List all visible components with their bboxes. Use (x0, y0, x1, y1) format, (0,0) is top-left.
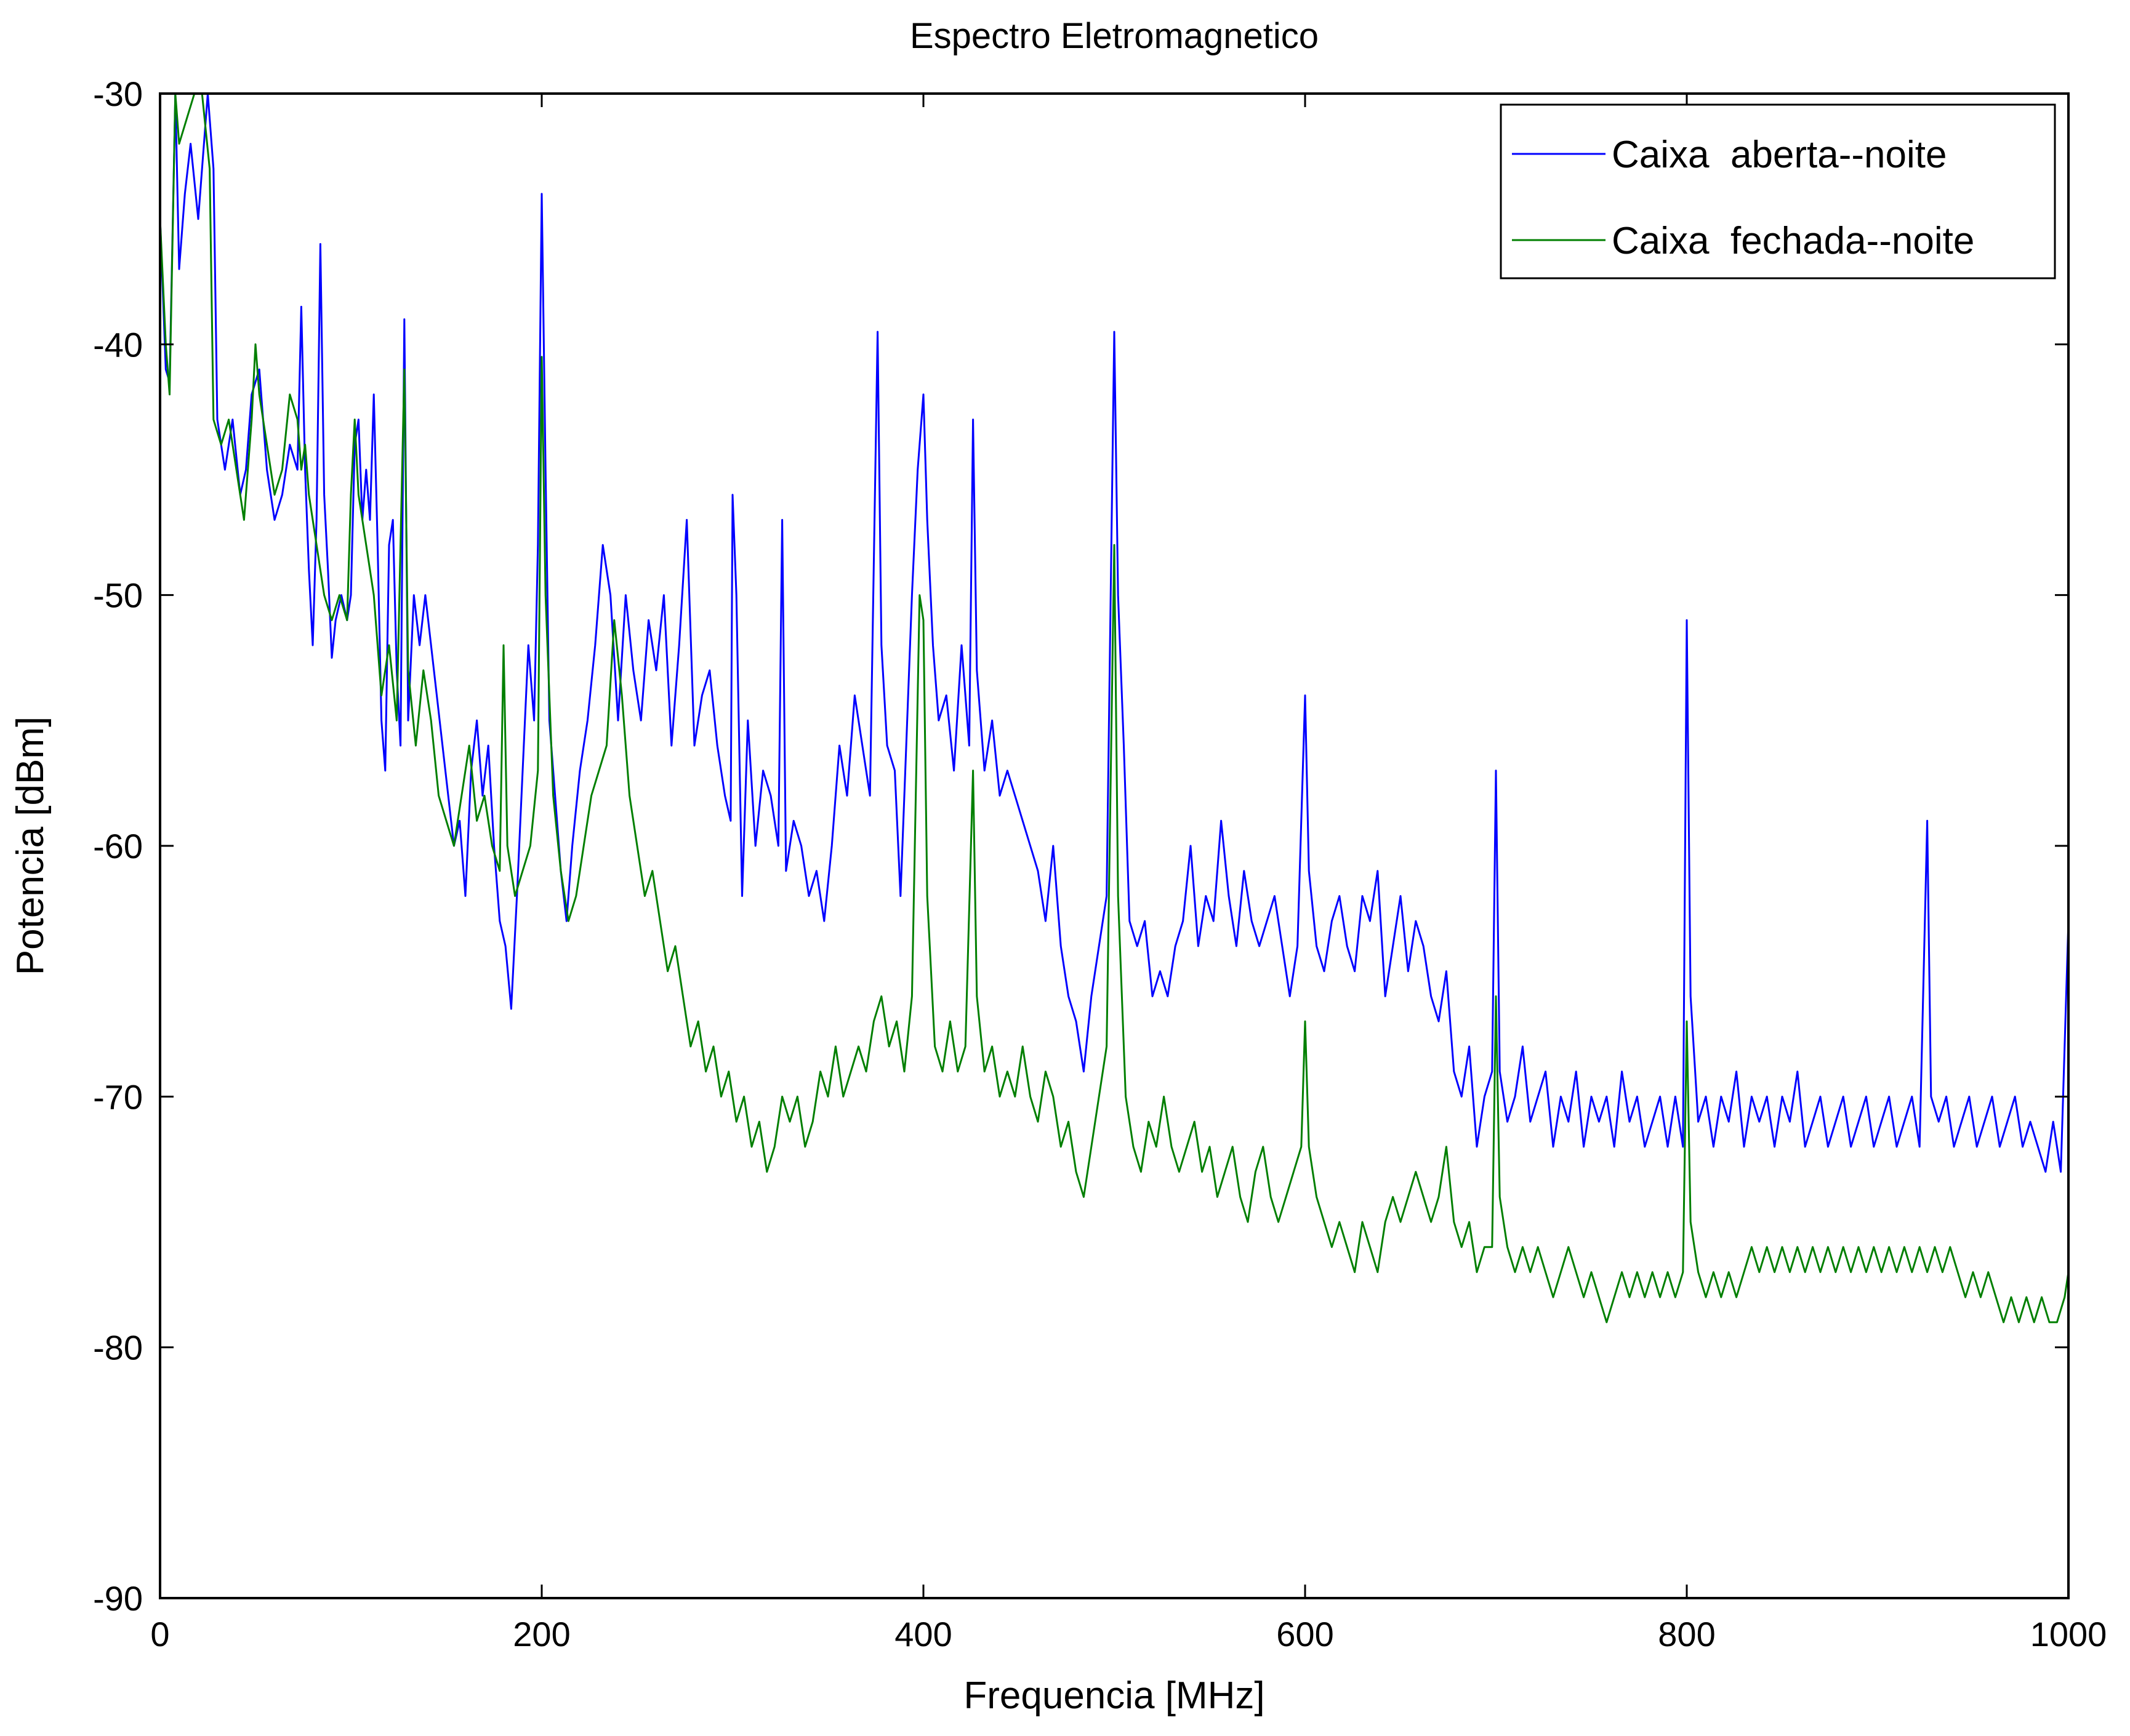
y-tick-label: -40 (93, 325, 143, 364)
y-tick-label: -70 (93, 1077, 143, 1116)
x-tick-label: 0 (150, 1615, 169, 1654)
x-tick-label: 1000 (2030, 1615, 2107, 1654)
legend-box (1500, 103, 2056, 279)
y-tick-label: -80 (93, 1328, 143, 1367)
y-tick-label: -50 (93, 576, 143, 615)
y-tick-label: -60 (93, 827, 143, 866)
y-tick-label: -90 (93, 1579, 143, 1618)
legend-label-1: Caixa aberta--noite (1612, 134, 1947, 176)
legend-label-2: Caixa fechada--noite (1612, 220, 1974, 262)
x-axis-title: Frequencia [MHz] (963, 1674, 1264, 1717)
legend: Caixa aberta--noite Caixa fechada--noite (1500, 103, 2056, 279)
y-axis-title: Potencia [dBm] (9, 717, 52, 975)
ticks-layer: 0 200 400 600 800 1000 -90 -80 -70 -60 -50 -40 -30 (93, 74, 2107, 1654)
x-tick-label: 600 (1276, 1615, 1333, 1654)
x-tick-label: 200 (513, 1615, 570, 1654)
y-tick-label: -30 (93, 74, 143, 113)
series-line-2 (160, 94, 2068, 1324)
series-layer (160, 94, 2068, 1324)
chart-title: Espectro Eletromagnetico (910, 16, 1319, 56)
x-tick-label: 400 (894, 1615, 952, 1654)
x-tick-label: 800 (1658, 1615, 1715, 1654)
